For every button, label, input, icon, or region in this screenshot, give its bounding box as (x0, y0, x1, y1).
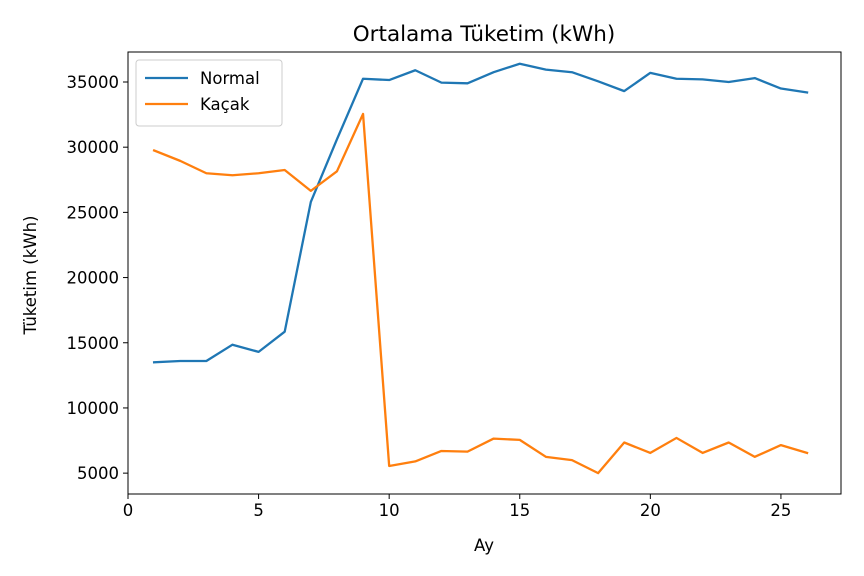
legend-label-1: Kaçak (200, 95, 250, 114)
y-tick-label: 30000 (67, 138, 120, 157)
y-tick-label: 25000 (67, 203, 120, 222)
y-tick-label: 10000 (67, 399, 120, 418)
plot-frame (127, 51, 842, 495)
x-tick-label: 25 (770, 501, 791, 520)
x-tick-label: 20 (640, 501, 661, 520)
y-tick-label: 35000 (67, 73, 120, 92)
x-tick-label: 10 (379, 501, 400, 520)
x-axis-label: Ay (474, 536, 494, 555)
legend-label-0: Normal (200, 69, 260, 88)
plot-area: 0 5 10 15 20 25 5000 10000 15000 20000 25000 30000 3… (67, 51, 842, 520)
y-tick-label: 15000 (67, 334, 120, 353)
x-tick-label: 5 (253, 501, 264, 520)
y-axis-label: Tüketim (kWh) (21, 216, 40, 336)
series-line-1 (152, 112, 809, 475)
y-tick-label: 20000 (67, 269, 120, 288)
legend-box (135, 59, 283, 127)
chart-title: Ortalama Tüketim (kWh) (353, 22, 615, 47)
series-line-0 (152, 62, 809, 364)
x-tick-label: 15 (509, 501, 530, 520)
x-tick-label: 0 (123, 501, 134, 520)
y-tick-label: 5000 (77, 464, 119, 483)
